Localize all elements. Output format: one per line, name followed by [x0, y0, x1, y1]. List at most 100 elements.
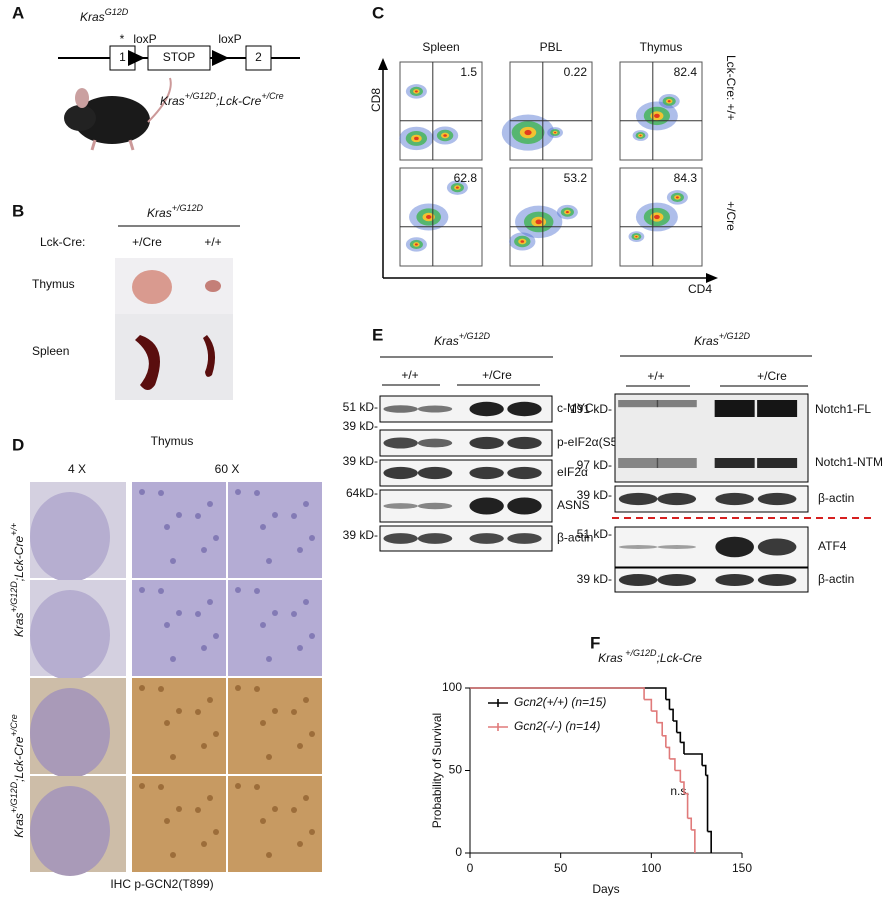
cell	[207, 697, 213, 703]
stop-box	[147, 45, 211, 71]
cell	[195, 807, 201, 813]
cell	[260, 818, 266, 824]
survival-step	[687, 817, 693, 830]
cell	[254, 588, 260, 594]
band	[715, 574, 754, 586]
cell	[207, 501, 213, 507]
annotation: n.s.	[670, 784, 689, 798]
density-peak	[654, 113, 660, 118]
chart-title: Kras +/G12D;Lck-Cre	[598, 648, 702, 665]
column-label: +/Cre	[132, 235, 162, 249]
survival-step	[470, 687, 645, 700]
band	[618, 458, 659, 468]
row-label: Kras+/G12D;Lck-Cre+/Cre	[9, 714, 26, 838]
survival-step	[702, 764, 707, 776]
survival-step	[676, 731, 682, 743]
quadrant-percentage: 53.2	[564, 171, 588, 185]
cell	[201, 743, 207, 749]
density-peak	[635, 235, 638, 238]
density-peak	[455, 186, 459, 189]
genotype-header-part: +/G12D	[459, 331, 491, 341]
kd-marker: 39 kD-	[343, 528, 378, 542]
group-label: +/Cre	[482, 368, 512, 382]
density-peak	[639, 134, 642, 137]
row-label-part: +/+	[9, 523, 19, 536]
genotype-label: Kras+/G12D;Lck-Cre+/Cre	[160, 91, 284, 108]
panel-label: B	[12, 201, 24, 220]
survival-step	[680, 781, 685, 794]
cell	[170, 754, 176, 760]
cell	[158, 490, 164, 496]
density-peak	[535, 219, 542, 225]
cell	[213, 633, 219, 639]
survival-step	[691, 829, 696, 853]
loxp-triangle	[212, 50, 229, 66]
survival-step	[644, 698, 653, 712]
genotype-title: Lck-Cre:	[724, 55, 738, 100]
cell	[309, 535, 315, 541]
band	[507, 401, 542, 417]
cell	[213, 535, 219, 541]
cell	[235, 587, 241, 593]
chart-title-part: Kras	[598, 651, 623, 665]
panel-label: D	[12, 435, 24, 454]
group-label: +/Cre	[757, 369, 787, 383]
quadrant-percentage: 1.5	[460, 65, 477, 79]
genotype-label-part: Kras	[160, 94, 185, 108]
group-label: +/+	[647, 369, 664, 383]
band	[417, 466, 453, 480]
survival-step	[683, 753, 703, 766]
band	[383, 533, 418, 544]
thymus-tissue	[205, 280, 221, 292]
cell	[195, 513, 201, 519]
kd-marker: 51 kD-	[343, 400, 378, 414]
magnification-label: 60 X	[215, 462, 240, 476]
gene-name-part: Kras	[80, 10, 105, 24]
band	[383, 466, 418, 480]
genotype-header-part: Kras	[147, 206, 172, 220]
band	[757, 574, 797, 586]
row-label-part: ;Lck-Cre	[12, 536, 26, 582]
cell	[195, 611, 201, 617]
blot-box	[614, 526, 809, 568]
axis-label: CD8	[369, 88, 383, 112]
row-label: Lck-Cre:	[40, 235, 85, 249]
band	[656, 400, 697, 408]
cell	[213, 731, 219, 737]
density-peak	[654, 214, 660, 220]
band	[618, 400, 659, 408]
cell	[254, 686, 260, 692]
band	[417, 502, 453, 510]
tissue-section	[30, 492, 110, 582]
band	[383, 437, 418, 449]
cell	[139, 783, 145, 789]
protein-label: Notch1-FL	[815, 402, 871, 416]
legend-label: Gcn2(-/-) (n=14)	[514, 719, 600, 733]
cell	[164, 720, 170, 726]
survival-step	[665, 698, 671, 710]
tissue-section	[30, 786, 110, 876]
cell	[303, 501, 309, 507]
cell	[291, 611, 297, 617]
exon-label: 2	[255, 50, 262, 64]
band	[656, 458, 697, 468]
cell	[235, 489, 241, 495]
chart-title-part: ;Lck-Cre	[657, 651, 703, 665]
quadrant-percentage: 0.22	[564, 65, 588, 79]
cell	[303, 795, 309, 801]
tissue-label: Thymus	[32, 277, 75, 291]
band	[469, 497, 504, 515]
quadrant-percentage: 82.4	[674, 65, 698, 79]
survival-step	[707, 830, 712, 853]
band	[618, 492, 658, 506]
density-peak	[425, 215, 432, 219]
gene-name: KrasG12D	[80, 7, 129, 24]
genotype-label-part: +/G12D	[185, 91, 217, 101]
caption: IHC p-GCN2(T899)	[110, 877, 213, 891]
kd-marker: 39 kD-	[343, 419, 378, 433]
band	[757, 492, 797, 506]
cell	[272, 610, 278, 616]
survival-step	[674, 769, 682, 783]
kd-marker: 51 kD-	[577, 527, 612, 541]
band	[383, 503, 418, 509]
